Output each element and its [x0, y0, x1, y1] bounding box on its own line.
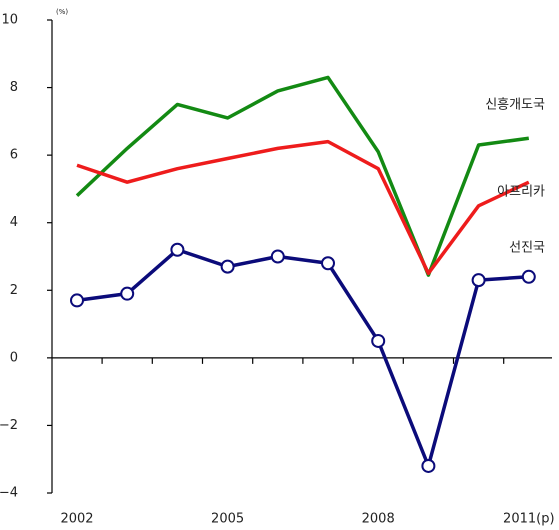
series-line	[76, 139, 530, 276]
y-tick-label: 0	[10, 350, 18, 365]
y-tick-label: 10	[1, 13, 18, 28]
y-tick-label: −2	[0, 418, 18, 433]
series-label: 선진국	[509, 241, 545, 256]
x-tick-label: 2002	[60, 512, 93, 527]
x-tick-label: 2008	[362, 512, 395, 527]
x-tick-label: 2011(p)	[503, 512, 554, 527]
point	[70, 293, 84, 308]
y-tick-label: 8	[10, 80, 18, 95]
series-line	[75, 75, 530, 277]
series-label: 아프리카	[497, 185, 545, 200]
point	[321, 256, 335, 271]
y-tick-label: −4	[0, 486, 18, 501]
point	[220, 259, 235, 274]
series-line	[76, 247, 529, 468]
point	[421, 458, 436, 473]
y-tick-label: 2	[10, 283, 18, 298]
point	[521, 269, 536, 284]
point	[120, 286, 135, 301]
point	[471, 273, 486, 288]
point	[270, 249, 285, 264]
point	[170, 242, 185, 257]
unit-label: (%)	[56, 8, 68, 16]
point	[371, 333, 386, 348]
y-tick-label: 4	[10, 215, 18, 230]
series-label: 신흥개도국	[485, 98, 545, 113]
y-tick-label: 6	[10, 148, 18, 163]
x-tick-label: 2005	[211, 512, 244, 527]
